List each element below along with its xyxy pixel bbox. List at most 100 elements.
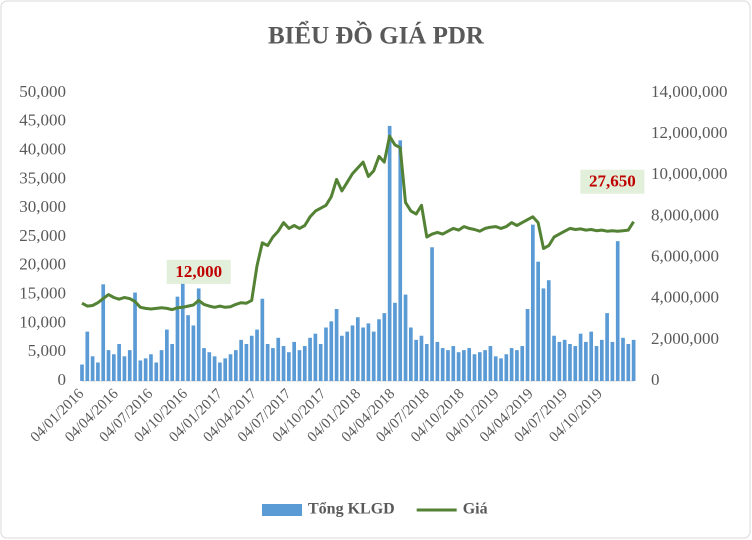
bar — [207, 352, 212, 381]
bar — [440, 348, 445, 381]
bar — [366, 323, 371, 381]
bar — [85, 331, 90, 381]
bar — [127, 350, 132, 381]
bar — [531, 224, 535, 381]
bar — [340, 335, 344, 381]
bar — [371, 331, 376, 381]
y-tick-label: 45,000 — [19, 111, 66, 130]
bar — [308, 337, 312, 381]
bar — [249, 335, 254, 381]
bar — [233, 350, 238, 381]
bar — [186, 315, 190, 381]
y-tick-label: 0 — [58, 370, 67, 389]
bar — [218, 362, 222, 381]
bar — [334, 309, 339, 381]
annotation-box — [166, 259, 231, 284]
bar — [451, 346, 456, 381]
bar — [175, 296, 180, 381]
bar — [244, 343, 249, 381]
annotation-label: 12,000 — [175, 262, 222, 281]
bar — [302, 346, 307, 381]
bar — [578, 333, 583, 381]
bar — [122, 356, 127, 381]
bar — [477, 352, 482, 381]
y2-tick-label: 8,000,000 — [651, 205, 719, 224]
bar — [599, 339, 604, 381]
bar — [202, 348, 206, 381]
bar — [493, 356, 498, 381]
bar — [382, 313, 387, 381]
bar — [504, 354, 509, 381]
bar — [361, 327, 365, 381]
bar — [260, 298, 265, 381]
bar — [239, 339, 243, 381]
bar — [191, 325, 196, 381]
y2-tick-label: 10,000,000 — [651, 164, 728, 183]
bar — [631, 339, 636, 381]
price-line — [81, 134, 635, 312]
legend-label: Tổng KLGD — [308, 501, 395, 518]
bar — [446, 350, 450, 381]
bar — [424, 343, 429, 381]
bar — [377, 319, 381, 381]
bar — [387, 125, 392, 382]
bar — [605, 313, 609, 381]
bar — [541, 288, 546, 381]
bar — [525, 309, 530, 381]
bar — [483, 350, 487, 381]
bar — [180, 261, 185, 381]
bar — [393, 302, 397, 381]
bar — [409, 327, 413, 381]
chart-title: BIỂU ĐỒ GIÁ PDR — [268, 21, 485, 50]
bar — [345, 331, 350, 381]
bar — [223, 358, 228, 381]
bar — [329, 321, 334, 381]
y2-tick-label: 4,000,000 — [651, 288, 719, 307]
bar — [419, 335, 424, 381]
bar — [133, 292, 137, 381]
bar — [626, 343, 631, 381]
bar — [90, 356, 95, 381]
bar — [276, 337, 281, 381]
y-tick-label: 5,000 — [28, 341, 66, 360]
bar — [562, 339, 567, 381]
bar — [196, 288, 201, 381]
y2-tick-label: 2,000,000 — [651, 329, 719, 348]
bar — [111, 354, 116, 381]
bar — [297, 350, 302, 381]
bar — [138, 360, 143, 381]
bar — [515, 350, 519, 381]
y-tick-label: 25,000 — [19, 226, 66, 245]
bar — [568, 343, 572, 381]
y2-tick-label: 14,000,000 — [651, 82, 728, 101]
legend-label: Giá — [463, 501, 488, 518]
bar — [520, 346, 525, 381]
bar — [435, 341, 440, 381]
bar — [96, 362, 100, 381]
y-tick-label: 20,000 — [19, 255, 66, 274]
bar — [143, 358, 148, 381]
bar — [292, 341, 297, 381]
bar — [350, 325, 355, 381]
y-tick-label: 40,000 — [19, 140, 66, 159]
bar — [621, 337, 625, 381]
bar — [615, 241, 620, 381]
bar — [584, 341, 588, 381]
bar — [573, 346, 578, 381]
bar — [80, 364, 84, 381]
bar — [117, 343, 121, 381]
bar — [456, 352, 461, 381]
legend-swatch — [262, 504, 302, 516]
y-tick-label: 50,000 — [19, 82, 66, 101]
bar — [536, 261, 540, 381]
bar — [355, 317, 360, 381]
bar — [281, 346, 286, 381]
bar — [488, 346, 493, 381]
bar — [462, 350, 466, 381]
bar — [472, 354, 477, 381]
bar — [313, 333, 318, 381]
bar — [106, 350, 111, 381]
bar — [552, 335, 556, 381]
